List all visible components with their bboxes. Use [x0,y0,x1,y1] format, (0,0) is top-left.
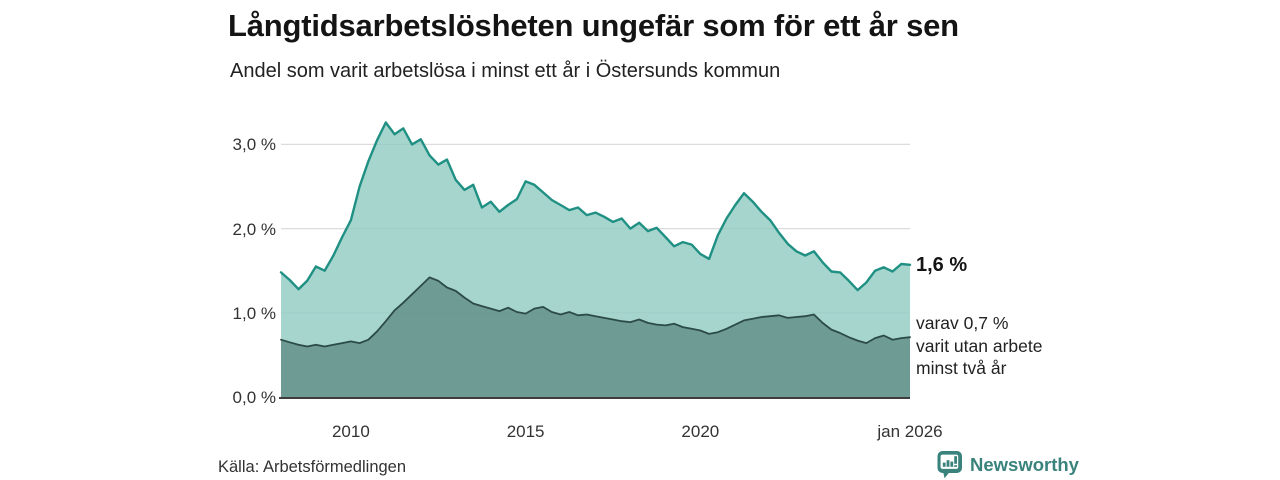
page-title: Långtidsarbetslösheten ungefär som för e… [228,8,959,43]
series-subset-area [281,277,910,397]
newsworthy-logo: Newsworthy [936,450,1079,479]
x-tick-label: 2010 [331,422,370,441]
x-tick-label: 2020 [681,422,720,441]
newsworthy-wordmark: Newsworthy [970,453,1079,475]
x-tick-label: jan 2026 [877,422,943,441]
source-note: Källa: Arbetsförmedlingen [218,458,407,476]
x-tick-label: 2015 [506,422,545,441]
y-tick-label: 3,0 % [232,135,276,155]
series-total-line [279,121,912,292]
series-subset-line [280,276,911,348]
chart-subtitle: Andel som varit arbetslösa i minst ett å… [230,60,781,82]
y-tick-label: 2,0 % [232,219,276,239]
annotation-subset: varav 0,7 % varit utan arbete minst två … [916,313,1043,378]
annotation-latest-value: 1,6 % [916,254,968,276]
y-tick-label: 1,0 % [232,303,276,323]
y-tick-label: 0,0 % [232,388,276,407]
newsworthy-icon [937,451,962,479]
